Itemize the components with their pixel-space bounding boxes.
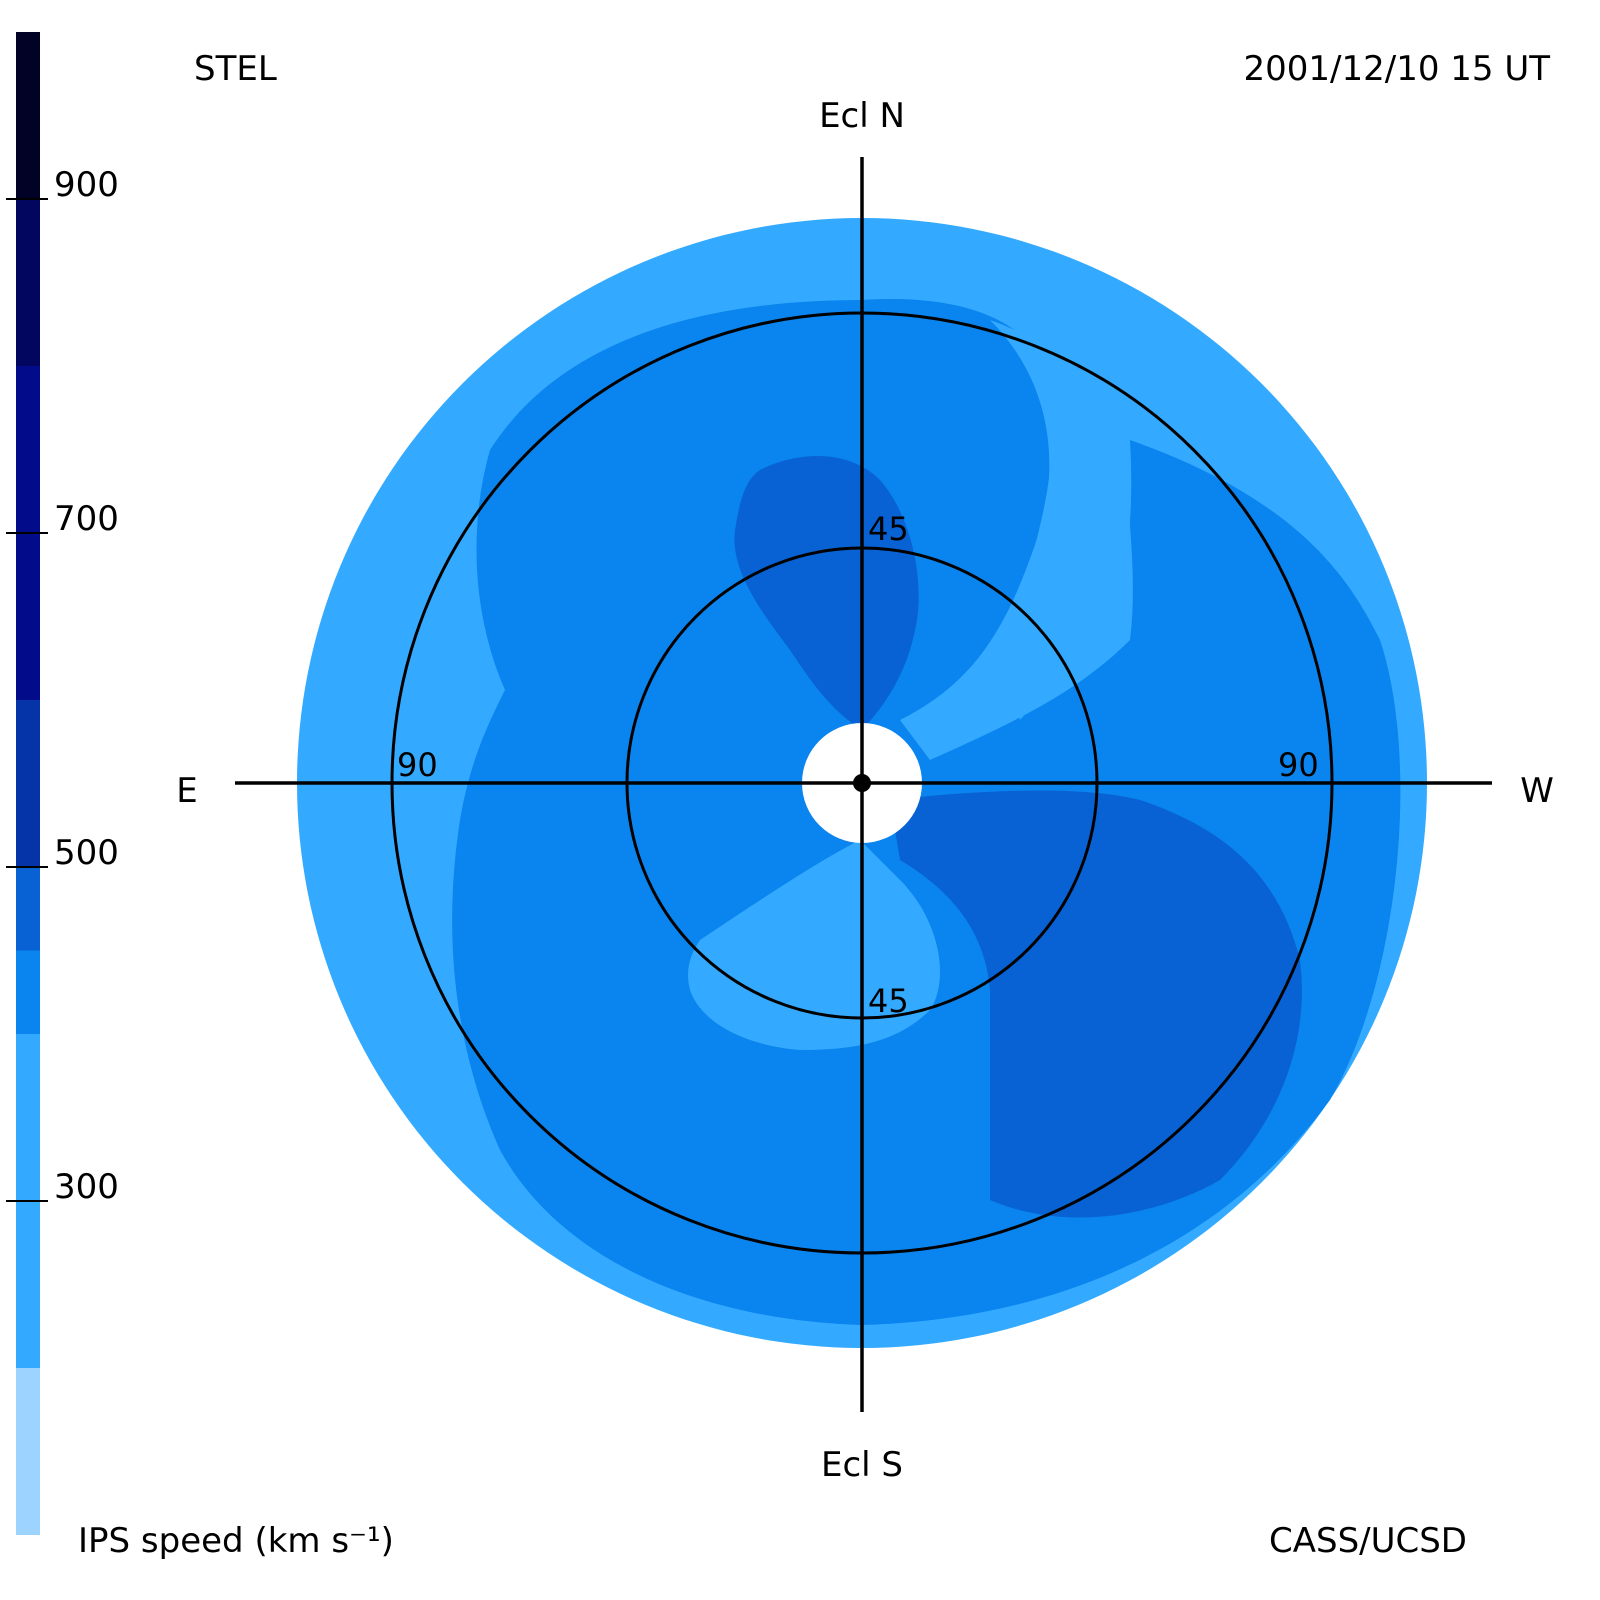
- direction-south-label: Ecl S: [821, 1445, 903, 1485]
- direction-north-label: Ecl N: [819, 96, 905, 136]
- colorbar-segment-1: [16, 1368, 40, 1535]
- label-45-south: 45: [868, 982, 909, 1020]
- colorbar-ticks: 300 500 700 900: [6, 165, 119, 1207]
- colorbar-segment-5: [16, 700, 40, 867]
- high-speed-band-north-west: [900, 320, 1133, 760]
- direction-west-label: W: [1520, 771, 1554, 811]
- colorbar-label: IPS speed (km s⁻¹): [78, 1521, 394, 1561]
- label-90-west: 90: [1278, 746, 1319, 784]
- elongation-grid: [235, 157, 1492, 1412]
- direction-east-label: E: [176, 771, 197, 811]
- colorbar-segment-7: [16, 199, 40, 366]
- colorbar-segment-4: [16, 867, 40, 951]
- colorbar-tick-label-500: 500: [54, 833, 119, 873]
- speed-band-south: [688, 840, 940, 1050]
- station-label: STEL: [194, 49, 277, 89]
- colorbar-segment-3: [16, 950, 40, 1034]
- colorbar-tick-label-300: 300: [54, 1167, 119, 1207]
- label-90-east: 90: [397, 746, 438, 784]
- colorbar-tick-label-700: 700: [54, 499, 119, 539]
- fast-lobe-north: [734, 456, 919, 730]
- credit-label: CASS/UCSD: [1269, 1521, 1467, 1561]
- sun-marker: [853, 774, 871, 792]
- datetime-label: 2001/12/10 15 UT: [1244, 49, 1551, 89]
- label-45-north: 45: [868, 510, 909, 548]
- colorbar-segment-8: [16, 32, 40, 199]
- colorbar: [16, 32, 40, 1535]
- colorbar-tick-label-900: 900: [54, 165, 119, 205]
